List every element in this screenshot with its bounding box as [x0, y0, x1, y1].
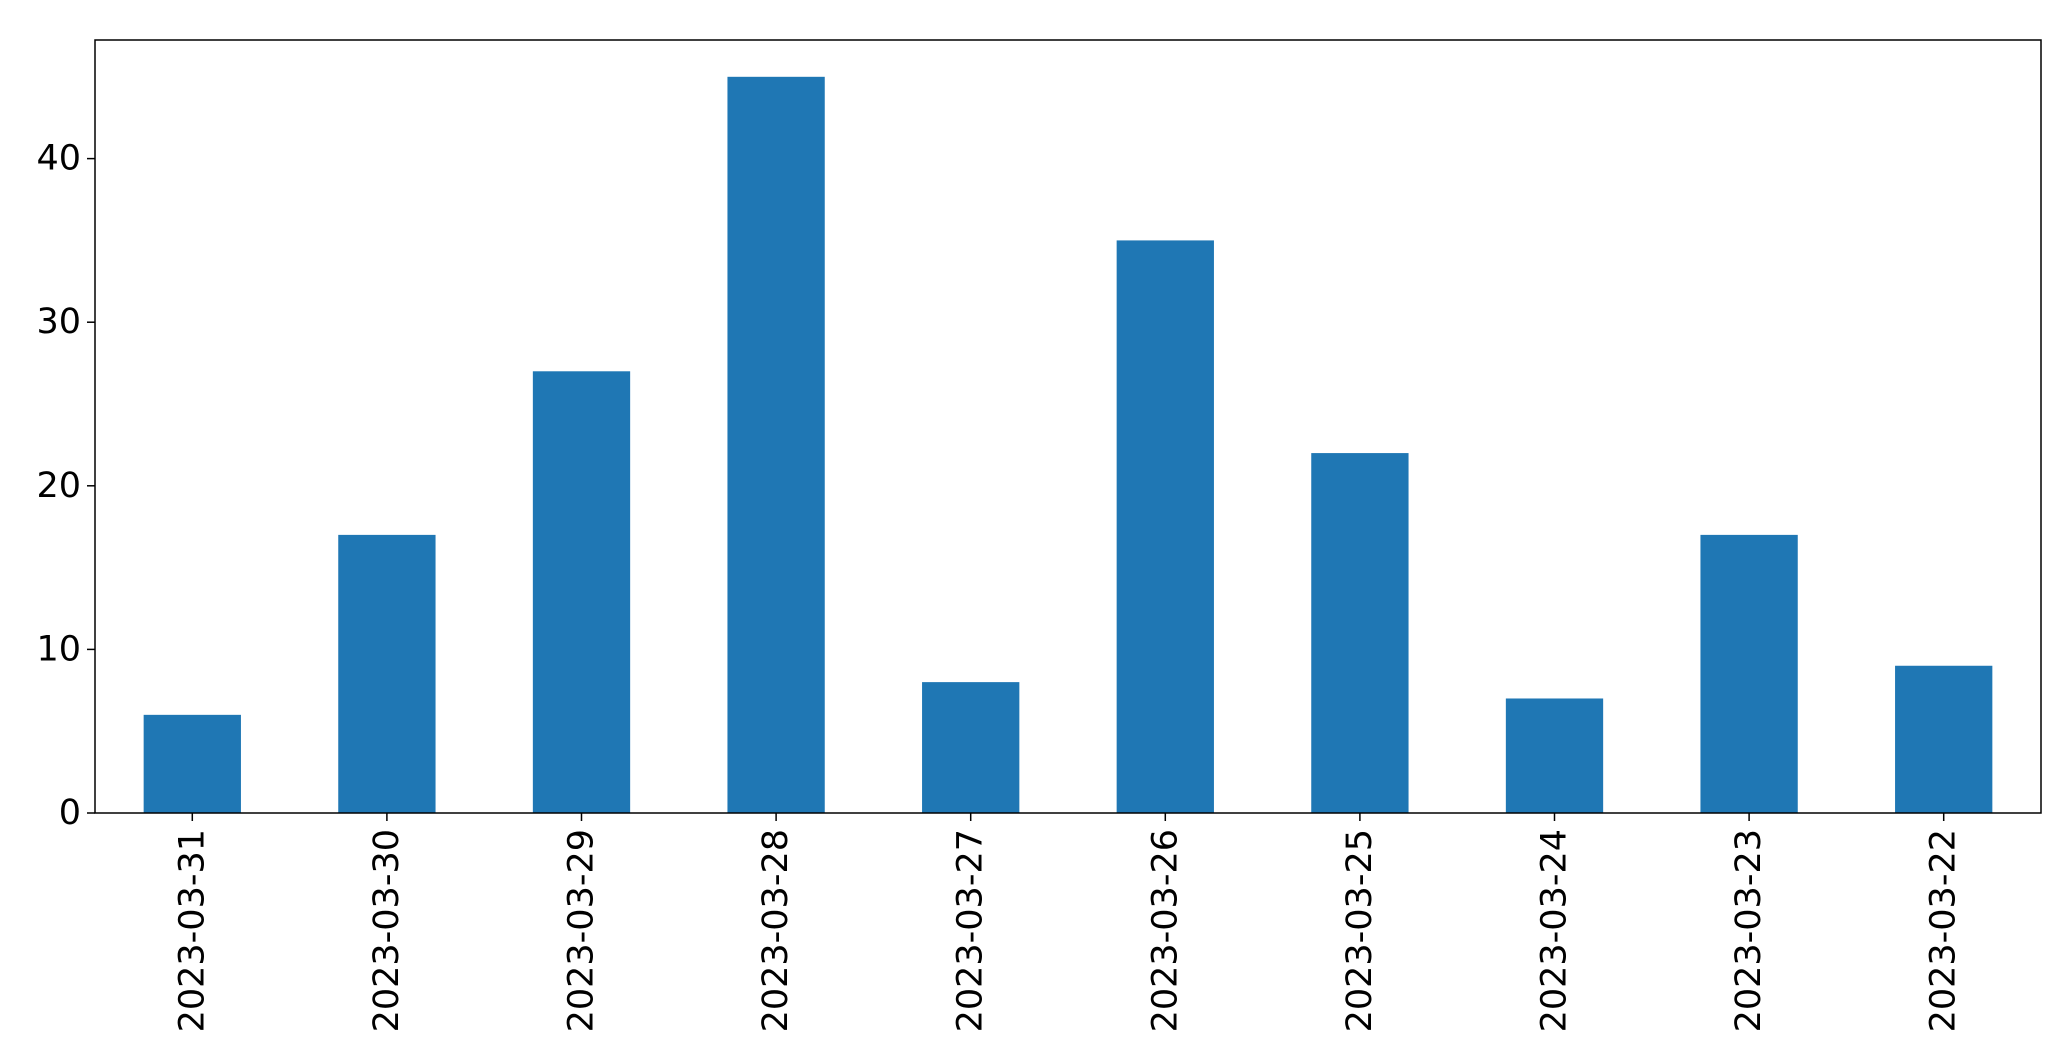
x-tick-label: 2023-03-28	[756, 829, 796, 1032]
y-tick-label: 20	[36, 466, 81, 506]
y-axis: 0 10 20 30 40	[36, 139, 95, 833]
x-tick-label: 2023-03-22	[1924, 829, 1964, 1032]
x-tick-label: 2023-03-31	[172, 829, 212, 1032]
plot-frame	[94, 39, 2042, 814]
bar-2023-03-25	[1311, 453, 1409, 813]
bars-layer	[143, 76, 1993, 814]
bar-2023-03-27	[922, 682, 1020, 813]
bar-2023-03-26	[1116, 240, 1214, 813]
bar-2023-03-31	[143, 714, 241, 813]
bar-2023-03-28	[727, 76, 825, 814]
bar-2023-03-22	[1895, 665, 1993, 813]
x-tick-label: 2023-03-24	[1535, 829, 1575, 1032]
bar-2023-03-24	[1505, 698, 1604, 813]
bar-2023-03-30	[338, 534, 436, 813]
x-tick-label: 2023-03-23	[1729, 829, 1769, 1032]
x-tick-label: 2023-03-29	[562, 829, 602, 1032]
bar-2023-03-29	[532, 371, 631, 813]
x-tick-label: 2023-03-30	[367, 829, 407, 1032]
y-tick-label: 30	[36, 302, 81, 342]
y-tick-label: 0	[59, 793, 81, 833]
y-tick-label: 10	[36, 629, 81, 669]
x-axis: 2023-03-31 2023-03-30 2023-03-29 2023-03-28…	[172, 813, 1964, 1032]
x-tick-label: 2023-03-27	[951, 829, 991, 1032]
x-tick-label: 2023-03-26	[1145, 829, 1185, 1032]
x-tick-label: 2023-03-25	[1340, 829, 1380, 1032]
y-tick-label: 40	[36, 139, 81, 179]
bar-2023-03-23	[1700, 534, 1798, 813]
